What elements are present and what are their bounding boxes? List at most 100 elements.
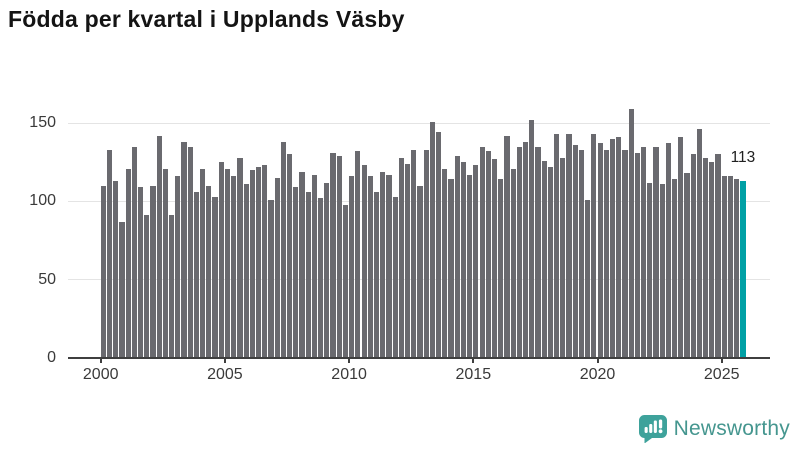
bar-2016-q1 <box>498 179 504 358</box>
bar-2016-q4 <box>516 146 522 358</box>
bar-2000-q1 <box>100 185 106 358</box>
bar-2002-q1 <box>150 185 156 358</box>
bar-2024-q4 <box>715 154 721 358</box>
gridline-150 <box>68 122 770 124</box>
xtick-mark-2000 <box>99 358 102 363</box>
bar-2010-q4 <box>367 176 373 358</box>
bar-2025-q2 <box>727 176 734 358</box>
bar-2025-q1 <box>721 176 727 358</box>
newsworthy-bubble-chart-icon <box>638 415 667 443</box>
xtick-label-2000: 2000 <box>82 366 119 383</box>
bar-2002-q2 <box>156 135 162 358</box>
bar-2013-q2 <box>429 121 436 358</box>
xtick-label-2005: 2005 <box>207 366 243 383</box>
bar-2005-q4 <box>243 184 249 358</box>
xtick-mark-2010 <box>348 358 351 363</box>
bar-2009-q2 <box>330 152 336 358</box>
bar-2004-q3 <box>212 196 218 358</box>
bar-2023-q3 <box>684 173 690 358</box>
bar-2016-q3 <box>510 168 516 358</box>
bar-2006-q3 <box>262 165 268 358</box>
bar-2018-q1 <box>547 166 553 358</box>
chart-title: Födda per kvartal i Upplands Väsby <box>8 6 405 32</box>
bar-2024-q1 <box>696 129 703 358</box>
xtick-mark-2020 <box>596 358 599 363</box>
bar-2006-q4 <box>268 199 274 358</box>
bar-2007-q1 <box>274 177 280 358</box>
bar-2011-q1 <box>373 192 380 358</box>
bar-2018-q4 <box>566 134 572 358</box>
bar-2007-q4 <box>293 187 299 358</box>
bar-2022-q4 <box>665 143 671 358</box>
bar-2017-q1 <box>522 141 529 358</box>
bar-2015-q3 <box>485 151 491 358</box>
bar-2013-q3 <box>436 132 442 358</box>
xtick-mark-2015 <box>472 358 475 363</box>
bar-2016-q2 <box>504 135 510 358</box>
bar-2020-q4 <box>616 137 622 358</box>
bar-2006-q2 <box>255 166 262 358</box>
bar-2010-q1 <box>349 176 355 358</box>
bar-2012-q1 <box>398 157 404 358</box>
bar-2000-q2 <box>106 149 113 358</box>
bar-2015-q1 <box>473 165 479 358</box>
bar-2022-q3 <box>659 184 665 358</box>
bar-2015-q4 <box>491 159 498 358</box>
bar-2010-q2 <box>355 151 361 358</box>
bar-2013-q1 <box>423 149 429 358</box>
bar-2019-q3 <box>585 199 591 358</box>
bar-2012-q4 <box>417 185 423 358</box>
bar-2001-q2 <box>131 146 137 358</box>
bar-2009-q3 <box>336 155 342 358</box>
newsworthy-wordmark: Newsworthy <box>673 417 790 440</box>
xtick-mark-2025 <box>720 358 723 363</box>
xtick-label-2020: 2020 <box>579 366 616 383</box>
bar-2020-q1 <box>597 143 603 358</box>
xtick-label-2015: 2015 <box>455 366 492 383</box>
bar-2014-q2 <box>454 155 460 358</box>
bar-2007-q2 <box>280 141 286 358</box>
bar-2022-q1 <box>647 182 653 358</box>
bar-2011-q2 <box>380 171 386 358</box>
xtick-label-2025: 2025 <box>703 366 740 383</box>
bar-2019-q4 <box>591 134 597 358</box>
latest-value-label: 113 <box>730 149 756 166</box>
bar-2004-q4 <box>218 162 224 358</box>
bar-2020-q2 <box>603 149 609 358</box>
bar-2005-q3 <box>237 157 243 358</box>
bar-2021-q1 <box>622 149 628 358</box>
bar-2013-q4 <box>442 168 448 358</box>
bar-2003-q3 <box>187 146 193 358</box>
bar-2008-q4 <box>318 198 324 358</box>
x-axis-line <box>68 357 770 359</box>
bar-2018-q2 <box>554 134 560 358</box>
ytick-label-0: 0 <box>47 349 56 366</box>
bar-2012-q2 <box>404 163 411 358</box>
bar-2023-q2 <box>678 137 684 358</box>
bar-2002-q3 <box>162 168 168 358</box>
bar-2024-q2 <box>703 157 709 358</box>
bar-2023-q4 <box>690 154 696 358</box>
bar-2007-q3 <box>287 154 293 358</box>
bar-2025-q4 <box>740 181 746 358</box>
bar-2021-q3 <box>634 152 640 358</box>
bar-2022-q2 <box>653 146 659 358</box>
ytick-label-100: 100 <box>29 192 56 210</box>
bar-2011-q4 <box>392 196 398 358</box>
bar-2005-q1 <box>224 168 231 358</box>
bar-2003-q4 <box>193 192 200 358</box>
xtick-label-2010: 2010 <box>331 366 367 383</box>
bar-2024-q3 <box>709 162 715 358</box>
bar-2021-q2 <box>628 109 634 358</box>
bar-2001-q4 <box>144 215 150 358</box>
bar-2018-q3 <box>560 157 566 358</box>
bar-2001-q3 <box>137 187 144 358</box>
bar-2005-q2 <box>231 176 237 358</box>
ytick-label-150: 150 <box>29 114 56 132</box>
bar-2003-q2 <box>181 141 187 358</box>
bar-2008-q2 <box>305 192 311 358</box>
bar-2019-q1 <box>572 145 578 358</box>
bar-2004-q1 <box>200 168 206 358</box>
bar-2009-q1 <box>324 182 330 358</box>
bar-2009-q4 <box>342 204 349 358</box>
